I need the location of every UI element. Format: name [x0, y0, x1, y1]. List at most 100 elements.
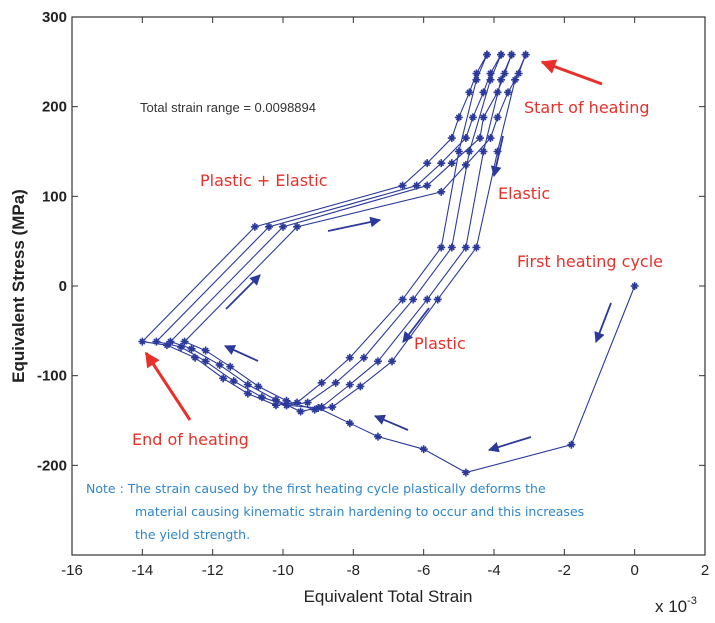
data-point-marker — [472, 69, 481, 78]
data-point-marker — [345, 419, 354, 428]
data-point-marker — [215, 360, 224, 369]
note-line-3: the yield strength. — [135, 527, 250, 542]
data-point-marker — [317, 403, 326, 412]
direction-arrow — [490, 135, 504, 178]
axis-ticks: -16 -14 -12 -10 -8 -6 -4 -2 0 2 300 200 100 0 -100 -200 — [37, 9, 709, 579]
x-tick-label: -2 — [558, 562, 571, 579]
y-tick-label: 100 — [42, 188, 67, 205]
data-point-marker — [229, 377, 238, 386]
data-point-marker — [454, 147, 463, 156]
data-point-marker — [497, 75, 506, 84]
data-point-marker — [419, 445, 428, 454]
data-point-marker — [486, 134, 495, 143]
data-point-marker — [465, 147, 474, 156]
data-point-marker — [271, 401, 280, 410]
data-point-marker — [201, 357, 210, 366]
data-point-marker — [482, 50, 491, 59]
x-axis-title: Equivalent Total Strain — [304, 587, 473, 606]
series-line — [141, 54, 488, 406]
data-point-marker — [293, 398, 302, 407]
data-point-marker — [461, 134, 470, 143]
x-tick-label: 2 — [701, 562, 709, 579]
data-point-marker — [486, 69, 495, 78]
data-point-marker — [310, 405, 319, 414]
data-point-marker — [465, 88, 474, 97]
data-point-marker — [180, 337, 189, 346]
direction-arrow — [327, 216, 382, 232]
data-point-marker — [257, 393, 266, 402]
plastic-label: Plastic — [414, 334, 466, 353]
data-point-marker — [479, 113, 488, 122]
strain-range-label: Total strain range = 0.0098894 — [140, 100, 316, 115]
data-point-marker — [409, 295, 418, 304]
data-point-marker — [328, 403, 337, 412]
data-point-marker — [479, 88, 488, 97]
data-point-marker — [504, 88, 513, 97]
data-point-marker — [191, 353, 200, 362]
y-tick-label: -200 — [37, 457, 67, 474]
data-point-marker — [317, 378, 326, 387]
data-point-marker — [356, 382, 365, 391]
direction-arrow — [224, 345, 259, 362]
data-point-marker — [437, 159, 446, 168]
data-point-marker — [437, 243, 446, 252]
y-tick-label: 300 — [42, 9, 67, 26]
data-point-marker — [271, 395, 280, 404]
y-tick-label: 0 — [59, 278, 67, 295]
x-tick-label: -14 — [131, 562, 153, 579]
data-point-marker — [454, 113, 463, 122]
data-point-marker — [345, 380, 354, 389]
x-tick-label: -4 — [487, 562, 500, 579]
direction-arrows — [224, 135, 612, 453]
direction-arrow — [374, 414, 409, 431]
data-point-marker — [166, 337, 175, 346]
data-point-marker — [507, 50, 516, 59]
data-point-marker — [359, 353, 368, 362]
data-point-marker — [472, 243, 481, 252]
series-cycle-3 — [166, 50, 516, 416]
data-point-marker — [250, 222, 259, 231]
x-tick-label: 0 — [630, 562, 638, 579]
data-point-marker — [493, 113, 502, 122]
end-of-heating-arrow — [144, 351, 192, 421]
data-point-marker — [479, 147, 488, 156]
plastic-elastic-label: Plastic + Elastic — [200, 171, 328, 190]
data-point-marker — [398, 295, 407, 304]
data-point-marker — [296, 407, 305, 416]
data-point-marker — [437, 187, 446, 196]
data-point-marker — [254, 382, 263, 391]
series-line — [155, 54, 502, 406]
data-point-marker — [423, 295, 432, 304]
data-point-marker — [331, 378, 340, 387]
data-point-marker — [461, 160, 470, 169]
direction-arrow — [487, 436, 532, 453]
data-point-marker — [226, 362, 235, 371]
data-point-marker — [373, 357, 382, 366]
end-of-heating-label: End of heating — [132, 430, 249, 449]
data-point-marker — [138, 337, 147, 346]
x-axis-multiplier: x 10-3 — [655, 595, 697, 616]
first-heating-cycle-label: First heating cycle — [517, 252, 663, 271]
data-point-marker — [468, 113, 477, 122]
x-tick-label: -6 — [417, 562, 430, 579]
data-point-marker — [423, 159, 432, 168]
start-of-heating-arrow — [540, 59, 603, 86]
data-point-marker — [567, 440, 576, 449]
note-line-2: material causing kinematic strain harden… — [135, 504, 584, 519]
data-point-marker — [152, 337, 161, 346]
data-point-marker — [472, 75, 481, 84]
direction-arrow — [225, 274, 261, 310]
data-point-marker — [630, 282, 639, 290]
series-line — [169, 54, 513, 413]
x-tick-label: -8 — [347, 562, 360, 579]
data-point-marker — [511, 75, 520, 84]
note-line-1: Note : The strain caused by the first he… — [86, 481, 546, 496]
data-point-marker — [264, 222, 273, 231]
data-point-marker — [398, 181, 407, 190]
series-line — [183, 54, 527, 411]
data-point-marker — [433, 295, 442, 304]
y-tick-label: 200 — [42, 99, 67, 116]
data-point-marker — [293, 222, 302, 231]
data-point-marker — [373, 432, 382, 441]
